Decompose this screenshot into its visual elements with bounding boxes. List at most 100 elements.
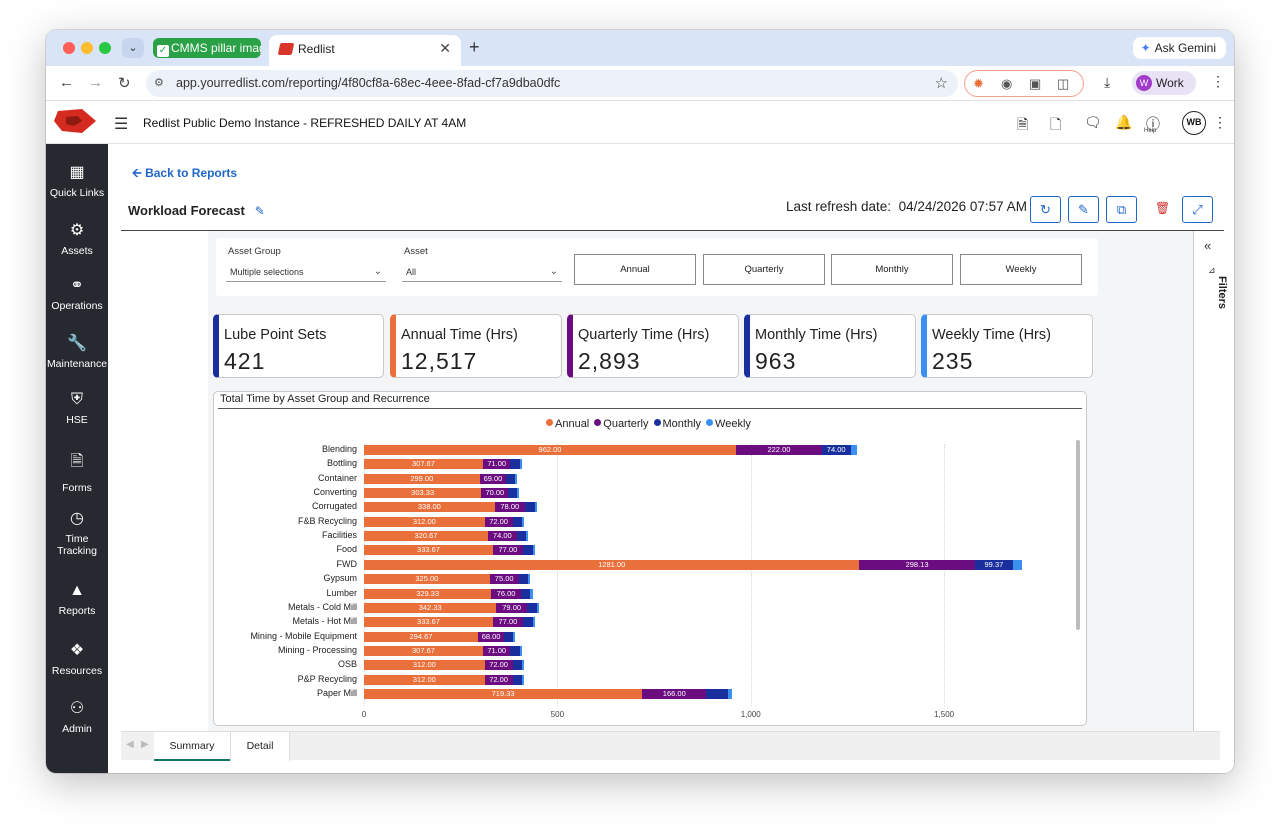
close-tab-icon[interactable]: ✕ — [439, 40, 451, 56]
bar-segment-annual[interactable] — [364, 545, 494, 556]
bar-segment-monthly[interactable] — [508, 488, 518, 499]
bar-segment-quarterly[interactable] — [859, 559, 975, 570]
bar-segment-monthly[interactable] — [706, 688, 728, 699]
bar-segment-quarterly[interactable] — [482, 459, 511, 470]
bar-segment-quarterly[interactable] — [496, 602, 527, 613]
bar-segment-quarterly[interactable] — [488, 531, 517, 542]
bar-segment-weekly[interactable] — [534, 502, 538, 513]
asset-group-dropdown[interactable]: Multiple selections ⌄ — [226, 262, 386, 282]
sidebar-item-admin[interactable]: ⚇ Admin — [46, 698, 108, 735]
bar-segment-weekly[interactable] — [850, 445, 858, 455]
bar-segment-annual[interactable] — [364, 674, 485, 685]
bar-segment-quarterly[interactable] — [482, 645, 511, 656]
bar-segment-quarterly[interactable] — [484, 660, 513, 671]
bar-segment-monthly[interactable] — [512, 660, 522, 671]
hamburger-menu-icon[interactable]: ☰ — [114, 116, 129, 133]
sidebar-item-maintenance[interactable]: 🔧 Maintenance — [46, 333, 108, 370]
bar-segment-monthly[interactable] — [516, 531, 527, 542]
help-icon[interactable]: ⓘ — [1146, 116, 1160, 132]
tab-search-chevron-icon[interactable]: ⌄ — [122, 38, 144, 58]
bar-segment-annual[interactable] — [364, 473, 480, 484]
bar-segment-monthly[interactable] — [524, 502, 535, 513]
report-document-icon[interactable]: 🗎 — [1017, 116, 1029, 132]
bar-segment-annual[interactable] — [364, 688, 643, 699]
bar-segment-weekly[interactable] — [532, 545, 536, 556]
bar-segment-annual[interactable] — [364, 516, 485, 527]
bar-segment-weekly[interactable] — [528, 574, 531, 585]
extension-burst-icon[interactable]: ✹ — [973, 76, 984, 91]
tab-detail[interactable]: Detail — [230, 732, 290, 761]
edit-title-icon[interactable]: ✎ — [254, 204, 265, 218]
bar-segment-monthly[interactable] — [504, 631, 514, 642]
tab-cmms-pillar-image[interactable]: ✓CMMS pillar image — [153, 38, 261, 58]
bar-segment-monthly[interactable] — [974, 559, 1014, 570]
screenshot-icon[interactable]: ▣ — [1029, 76, 1042, 91]
puzzle-icon[interactable]: ◫ — [1057, 76, 1070, 91]
legend-item[interactable]: Monthly — [653, 418, 701, 430]
quarterly-button[interactable]: Quarterly — [703, 254, 825, 285]
legend-item[interactable]: Weekly — [706, 418, 751, 430]
bar-segment-monthly[interactable] — [512, 516, 522, 527]
maximize-window-button[interactable] — [99, 42, 111, 54]
bar-segment-weekly[interactable] — [521, 674, 524, 685]
ask-gemini-button[interactable]: ✦ Ask Gemini — [1132, 37, 1226, 59]
minimize-window-button[interactable] — [81, 42, 93, 54]
bar-segment-annual[interactable] — [364, 488, 482, 499]
browser-menu-icon[interactable]: ⋮ — [1211, 73, 1225, 89]
bar-segment-weekly[interactable] — [1013, 559, 1022, 570]
forward-arrow-icon[interactable]: → — [88, 74, 103, 91]
collapse-chevrons-icon[interactable]: « — [1204, 238, 1212, 253]
app-menu-icon[interactable]: ⋮ — [1213, 114, 1227, 130]
asset-dropdown[interactable]: All ⌄ — [402, 262, 562, 282]
bar-segment-annual[interactable] — [364, 502, 495, 513]
chat-icon[interactable]: 🗨 — [1084, 114, 1102, 130]
sidebar-item-time-tracking[interactable]: ◷ Time Tracking — [46, 508, 108, 557]
annual-button[interactable]: Annual — [574, 254, 696, 285]
bar-segment-weekly[interactable] — [515, 473, 518, 484]
stacked-bar-chart[interactable]: Total Time by Asset Group and Recurrence… — [213, 391, 1087, 726]
back-to-reports-link[interactable]: 🡨 Back to Reports — [132, 164, 237, 185]
kpi-card-weekly-time[interactable]: Weekly Time (Hrs) 235 — [921, 314, 1093, 378]
bell-icon[interactable]: 🔔 — [1115, 114, 1133, 130]
bar-segment-annual[interactable] — [364, 617, 494, 628]
sidebar-item-operations[interactable]: ⚭ Operations — [46, 275, 108, 312]
user-avatar[interactable]: WB — [1182, 111, 1206, 135]
sidebar-item-resources[interactable]: ❖ Resources — [46, 640, 108, 677]
close-window-button[interactable] — [63, 42, 75, 54]
bar-segment-annual[interactable] — [364, 645, 483, 656]
address-bar[interactable]: ⚙ app.yourredlist.com/reporting/4f80cf8a… — [146, 70, 958, 97]
bar-segment-monthly[interactable] — [526, 602, 537, 613]
download-icon[interactable]: ⤓ — [1104, 74, 1111, 90]
bar-segment-weekly[interactable] — [519, 645, 522, 656]
bar-segment-weekly[interactable] — [727, 688, 733, 699]
fullscreen-button[interactable]: ⤢ — [1182, 196, 1213, 223]
legend-item[interactable]: Quarterly — [594, 418, 649, 430]
bar-segment-monthly[interactable] — [522, 617, 533, 628]
bar-segment-monthly[interactable] — [506, 473, 516, 484]
monthly-button[interactable]: Monthly — [831, 254, 953, 285]
bar-segment-quarterly[interactable] — [491, 588, 521, 599]
bar-segment-annual[interactable] — [364, 459, 483, 470]
bar-segment-quarterly[interactable] — [736, 445, 822, 455]
bar-segment-annual[interactable] — [364, 574, 490, 585]
chart-scrollbar[interactable] — [1076, 440, 1080, 630]
legend-item[interactable]: Annual — [546, 418, 589, 430]
kpi-card-quarterly-time[interactable]: Quarterly Time (Hrs) 2,893 — [567, 314, 739, 378]
site-settings-icon[interactable]: ⚙ — [154, 77, 164, 89]
bar-segment-quarterly[interactable] — [493, 617, 523, 628]
tab-summary[interactable]: Summary — [154, 732, 230, 761]
weekly-button[interactable]: Weekly — [960, 254, 1082, 285]
camera-icon[interactable]: ◉ — [1001, 76, 1013, 91]
bar-segment-monthly[interactable] — [518, 574, 529, 585]
bar-segment-weekly[interactable] — [530, 588, 533, 599]
bar-segment-quarterly[interactable] — [642, 688, 707, 699]
bar-segment-weekly[interactable] — [517, 488, 520, 499]
bar-segment-monthly[interactable] — [821, 445, 851, 455]
bar-segment-annual[interactable] — [364, 602, 497, 613]
kpi-card-annual-time[interactable]: Annual Time (Hrs) 12,517 — [390, 314, 562, 378]
bar-segment-quarterly[interactable] — [477, 631, 505, 642]
bar-segment-quarterly[interactable] — [489, 574, 519, 585]
sidebar-item-hse[interactable]: ⛨ HSE — [46, 391, 108, 426]
bookmark-star-icon[interactable]: ☆ — [934, 75, 948, 92]
refresh-button[interactable]: ↻ — [1030, 196, 1061, 223]
